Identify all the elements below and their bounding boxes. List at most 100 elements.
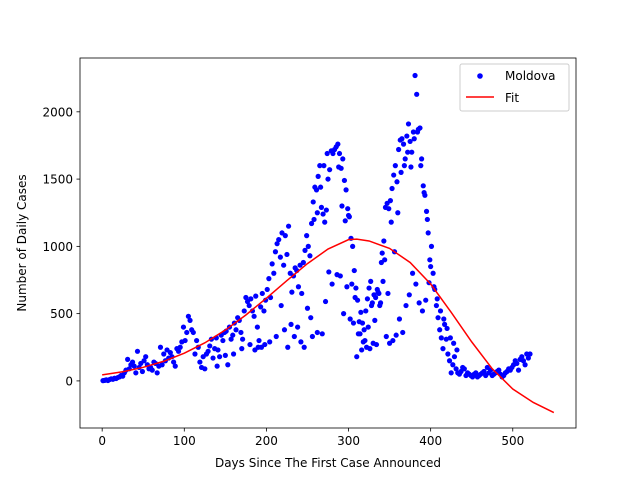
data-point xyxy=(302,247,308,253)
data-point xyxy=(272,249,279,255)
data-point xyxy=(435,315,441,321)
data-point xyxy=(192,351,198,357)
data-point xyxy=(149,367,155,373)
data-point xyxy=(340,156,346,162)
data-point xyxy=(442,321,448,327)
data-point xyxy=(273,333,279,340)
data-point xyxy=(230,351,237,357)
x-axis-label: Days Since The First Case Announced xyxy=(215,456,441,470)
data-point xyxy=(187,317,193,323)
fit-line xyxy=(102,238,555,414)
data-point xyxy=(414,129,421,135)
data-point xyxy=(451,354,458,360)
data-point xyxy=(366,285,372,291)
data-point xyxy=(277,254,283,260)
data-point xyxy=(264,286,270,293)
data-point xyxy=(382,257,388,263)
data-point xyxy=(444,325,450,332)
data-point xyxy=(402,156,408,162)
data-point xyxy=(445,351,451,357)
data-point xyxy=(368,302,375,309)
data-point xyxy=(247,341,253,348)
data-point xyxy=(428,243,435,249)
data-point xyxy=(194,337,200,344)
data-point xyxy=(295,284,302,290)
data-point xyxy=(448,370,454,376)
data-point xyxy=(182,337,188,344)
data-point xyxy=(353,285,359,291)
data-point xyxy=(496,367,502,373)
data-point xyxy=(134,348,141,354)
data-point xyxy=(330,150,336,157)
data-point xyxy=(210,355,216,361)
data-point xyxy=(258,304,264,310)
data-point xyxy=(339,203,345,209)
data-point xyxy=(420,183,426,189)
data-point xyxy=(407,138,413,145)
data-point xyxy=(341,311,347,317)
data-point xyxy=(177,344,183,350)
data-point xyxy=(253,293,259,299)
data-point xyxy=(409,270,416,276)
data-point xyxy=(125,356,131,362)
data-point xyxy=(238,329,244,336)
data-point xyxy=(450,362,456,368)
data-point xyxy=(393,332,399,338)
data-point xyxy=(269,261,275,267)
data-point xyxy=(395,210,401,216)
data-point xyxy=(154,370,160,376)
data-point xyxy=(447,335,453,341)
data-point xyxy=(157,344,164,350)
data-point xyxy=(336,150,343,157)
data-point xyxy=(256,337,262,344)
data-point xyxy=(241,308,247,314)
data-point xyxy=(129,359,136,365)
data-point xyxy=(437,327,443,333)
data-point xyxy=(389,185,395,192)
data-point xyxy=(281,262,287,268)
data-point xyxy=(406,292,412,298)
data-point xyxy=(180,324,187,330)
data-point xyxy=(408,164,414,170)
data-point xyxy=(399,136,405,142)
data-point xyxy=(461,366,467,372)
scatter-layer xyxy=(100,72,533,384)
x-tick-label: 0 xyxy=(98,434,106,448)
fit-line-layer xyxy=(102,238,555,414)
data-point xyxy=(308,220,315,227)
data-point xyxy=(390,337,396,344)
data-point xyxy=(342,218,348,224)
data-point xyxy=(372,317,378,323)
data-point xyxy=(329,281,335,287)
data-point xyxy=(359,320,366,326)
data-point xyxy=(305,243,311,249)
data-point xyxy=(185,313,191,319)
x-tick-label: 300 xyxy=(337,434,360,448)
data-point xyxy=(327,167,333,173)
data-point xyxy=(220,337,226,344)
axes-border xyxy=(79,57,577,429)
data-point xyxy=(363,308,369,314)
data-point xyxy=(207,343,213,349)
data-point xyxy=(285,344,291,350)
data-point xyxy=(453,366,459,372)
data-point xyxy=(446,358,453,364)
data-point xyxy=(230,332,236,338)
data-point xyxy=(281,327,288,333)
data-point xyxy=(317,163,323,169)
data-point xyxy=(315,173,321,179)
data-point xyxy=(515,367,522,373)
data-point xyxy=(441,316,447,322)
data-point xyxy=(451,340,457,346)
data-point xyxy=(377,302,383,309)
data-point xyxy=(133,370,139,376)
data-point xyxy=(419,308,426,314)
data-point xyxy=(373,294,379,301)
data-point xyxy=(321,163,327,169)
data-point xyxy=(437,308,444,314)
data-point xyxy=(414,91,420,97)
data-point xyxy=(318,184,324,190)
data-point xyxy=(350,320,357,326)
data-point xyxy=(418,163,424,169)
